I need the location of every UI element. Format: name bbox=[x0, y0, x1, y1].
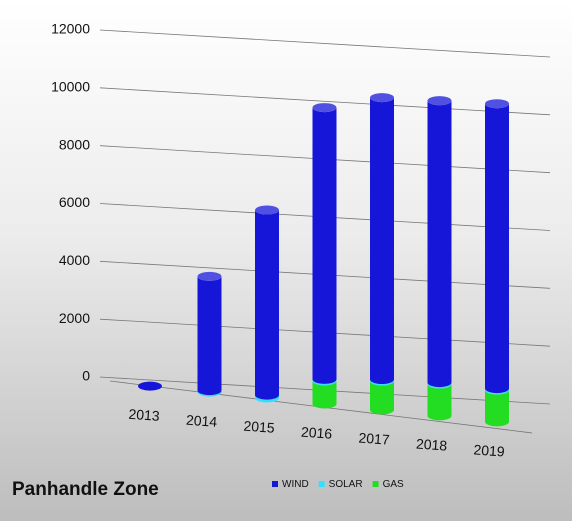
x-tick-label: 2017 bbox=[358, 430, 390, 448]
cylinder-top bbox=[197, 271, 222, 281]
bar bbox=[312, 107, 337, 384]
cylinder-top bbox=[255, 205, 279, 215]
cylinder-segment bbox=[370, 381, 394, 415]
cylinder-segment bbox=[427, 382, 452, 389]
cylinder-segment bbox=[312, 379, 337, 386]
legend-label: SOLAR bbox=[329, 479, 363, 490]
y-tick-label: 12000 bbox=[51, 21, 90, 37]
cylinder-top bbox=[370, 93, 394, 103]
bar bbox=[485, 103, 509, 394]
y-tick-label: 8000 bbox=[59, 136, 90, 152]
bar bbox=[255, 395, 279, 403]
legend-swatch bbox=[318, 481, 325, 487]
chart-title: Panhandle Zone bbox=[12, 479, 159, 500]
legend-swatch bbox=[272, 481, 278, 487]
cylinder-segment bbox=[197, 390, 222, 397]
cylinder-segment bbox=[197, 276, 222, 396]
legend-swatch bbox=[372, 481, 379, 487]
cylinder-segment bbox=[485, 388, 509, 395]
cylinder-top bbox=[138, 381, 162, 391]
cylinder-segment bbox=[427, 384, 452, 421]
bar bbox=[255, 210, 279, 400]
bar bbox=[485, 388, 509, 395]
y-tick-label: 2000 bbox=[59, 310, 90, 326]
bar bbox=[197, 390, 222, 397]
cylinder-top bbox=[485, 99, 509, 109]
cylinder-segment bbox=[485, 390, 509, 427]
x-tick-label: 2015 bbox=[243, 418, 275, 436]
y-tick-label: 10000 bbox=[51, 79, 90, 95]
cylinder-segment bbox=[427, 100, 452, 388]
cylinder-top bbox=[427, 96, 452, 106]
x-tick-label: 2014 bbox=[185, 412, 217, 430]
cylinder-segment bbox=[312, 107, 337, 384]
bar bbox=[370, 381, 394, 415]
legend-label: GAS bbox=[383, 479, 404, 490]
bar bbox=[427, 384, 452, 421]
x-tick-label: 2018 bbox=[415, 436, 447, 454]
bar bbox=[485, 390, 509, 427]
cylinder-segment bbox=[255, 210, 279, 400]
x-tick-label: 2013 bbox=[128, 406, 160, 424]
grid-line bbox=[99, 29, 551, 58]
cylinder-segment bbox=[370, 379, 394, 386]
x-tick-label: 2019 bbox=[473, 441, 505, 459]
cylinder-segment bbox=[312, 380, 337, 409]
bar bbox=[370, 379, 394, 386]
y-tick-label: 4000 bbox=[59, 252, 90, 268]
bar bbox=[312, 380, 337, 409]
cylinder-segment bbox=[370, 97, 394, 385]
y-tick-label: 6000 bbox=[59, 194, 90, 210]
bar bbox=[427, 100, 452, 388]
bar bbox=[197, 276, 222, 396]
y-tick-label: 0 bbox=[82, 368, 90, 384]
bar bbox=[427, 382, 452, 389]
cylinder-segment bbox=[485, 103, 509, 394]
bar bbox=[312, 379, 337, 386]
bar bbox=[370, 97, 394, 385]
cylinder-top bbox=[312, 103, 337, 113]
legend-label: WIND bbox=[282, 479, 309, 490]
x-tick-label: 2016 bbox=[300, 424, 332, 442]
cylinder-segment bbox=[255, 395, 279, 403]
grid-line bbox=[99, 87, 551, 116]
